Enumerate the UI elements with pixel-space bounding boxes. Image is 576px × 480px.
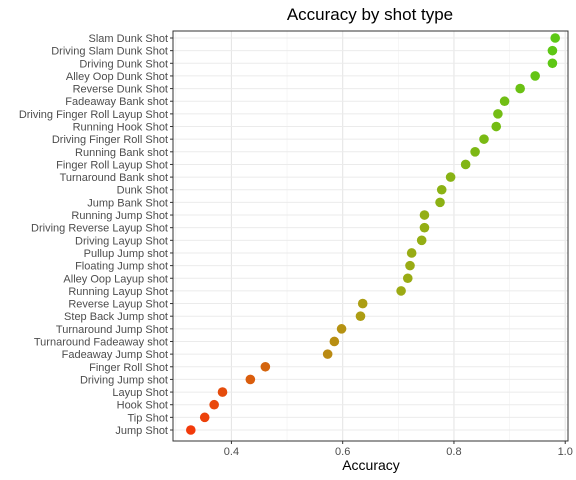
y-tick-label: Running Jump Shot <box>71 210 168 222</box>
y-tick-label: Jump Bank Shot <box>87 197 168 209</box>
data-point <box>436 184 447 195</box>
data-point <box>416 235 427 246</box>
y-tick-label: Driving Dunk Shot <box>79 58 168 70</box>
x-tick-label: 0.8 <box>446 446 461 458</box>
data-point <box>491 121 502 132</box>
y-tick-label: Running Bank shot <box>75 147 168 159</box>
y-tick-label: Running Layup Shot <box>68 286 168 298</box>
y-tick-label: Fadeaway Jump Shot <box>62 349 168 361</box>
data-point <box>419 222 430 233</box>
y-tick-label: Reverse Layup Shot <box>68 299 168 311</box>
data-point <box>329 336 340 347</box>
data-points <box>186 33 561 435</box>
x-tick-label: 1.0 <box>558 446 573 458</box>
y-tick-label: Fadeaway Bank shot <box>65 96 168 108</box>
data-point <box>245 374 256 385</box>
data-point <box>499 96 510 107</box>
data-point <box>493 109 503 119</box>
y-tick-label: Hook Shot <box>117 400 168 412</box>
y-tick-label: Driving Jump shot <box>80 374 168 386</box>
plot-border <box>172 30 569 442</box>
data-point <box>550 33 561 43</box>
data-point <box>406 248 417 258</box>
data-point <box>260 361 271 372</box>
y-tick-label: Finger Roll Shot <box>89 362 168 374</box>
data-point <box>217 387 228 397</box>
data-point <box>445 172 456 182</box>
x-tick-label: 0.6 <box>335 446 350 458</box>
x-axis-title: Accuracy <box>342 457 400 473</box>
y-tick-label: Alley Oop Layup shot <box>63 273 168 285</box>
data-point <box>336 324 347 334</box>
y-tick-label: Running Hook Shot <box>73 122 168 134</box>
y-tick-label: Driving Layup Shot <box>75 235 168 247</box>
gridlines <box>173 31 568 441</box>
x-axis: 0.4 0.6 0.8 1.0 <box>224 441 573 458</box>
data-point <box>419 210 430 220</box>
data-point <box>547 58 558 69</box>
y-tick-label: Driving Reverse Layup Shot <box>31 223 168 235</box>
data-point <box>357 298 368 309</box>
data-point <box>186 425 196 435</box>
chart-title: Accuracy by shot type <box>287 5 453 24</box>
data-point <box>396 286 406 296</box>
data-point <box>405 260 415 271</box>
y-tick-label: Floating Jump shot <box>75 261 168 273</box>
data-point <box>209 399 219 410</box>
y-tick-label: Finger Roll Layup Shot <box>56 159 168 171</box>
data-point <box>322 349 333 359</box>
y-tick-label: Turnaround Fadeaway shot <box>34 336 168 348</box>
y-tick-label: Dunk Shot <box>117 185 168 197</box>
y-tick-label: Alley Oop Dunk Shot <box>66 71 168 83</box>
data-point <box>530 71 540 81</box>
y-tick-label: Step Back Jump shot <box>64 311 168 323</box>
y-tick-label: Driving Finger Roll Layup Shot <box>19 109 168 121</box>
data-point <box>470 147 480 157</box>
data-point <box>547 45 558 56</box>
y-tick-label: Tip Shot <box>127 412 168 424</box>
y-tick-label: Turnaround Jump Shot <box>56 324 168 336</box>
y-tick-label: Turnaround Bank shot <box>60 172 168 184</box>
y-tick-label: Slam Dunk Shot <box>89 33 168 45</box>
y-tick-label: Layup Shot <box>112 387 168 399</box>
data-point <box>460 159 471 170</box>
data-point <box>435 197 445 208</box>
data-point <box>515 83 525 94</box>
x-tick-label: 0.4 <box>224 446 239 458</box>
data-point <box>355 311 366 321</box>
y-tick-label: Pullup Jump shot <box>84 248 168 260</box>
data-point <box>199 412 210 423</box>
y-tick-label: Jump Shot <box>115 425 168 437</box>
y-tick-label: Driving Finger Roll Shot <box>52 134 168 146</box>
data-point <box>479 134 489 144</box>
y-tick-label: Driving Slam Dunk Shot <box>51 46 168 58</box>
y-tick-label: Reverse Dunk Shot <box>73 84 168 96</box>
data-point <box>402 273 413 284</box>
